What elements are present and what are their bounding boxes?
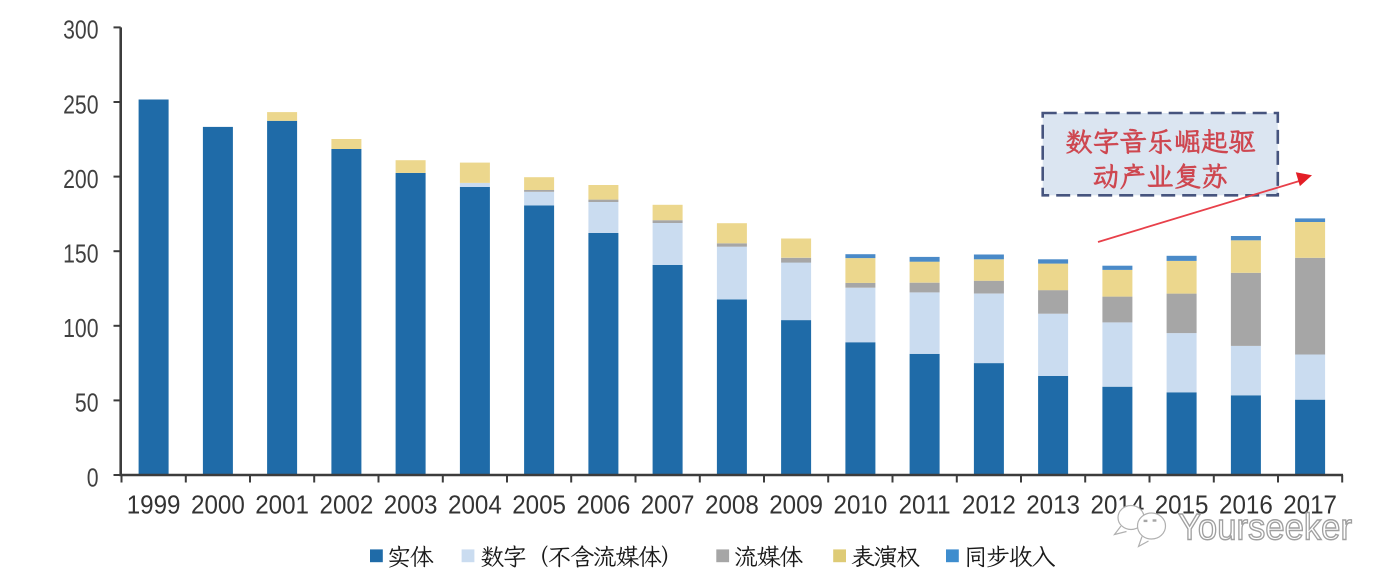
svg-text:2000: 2000 (191, 491, 245, 520)
svg-text:100: 100 (63, 315, 98, 343)
svg-text:1999: 1999 (127, 491, 181, 520)
svg-text:300: 300 (63, 17, 98, 45)
svg-text:2008: 2008 (705, 491, 759, 520)
svg-text:50: 50 (75, 390, 99, 418)
svg-text:2016: 2016 (1219, 491, 1273, 520)
svg-text:2003: 2003 (384, 491, 438, 520)
svg-text:2001: 2001 (255, 491, 309, 520)
svg-text:2009: 2009 (769, 491, 823, 520)
svg-text:2013: 2013 (1026, 491, 1080, 520)
svg-text:2012: 2012 (962, 491, 1016, 520)
svg-text:250: 250 (63, 91, 98, 119)
svg-text:2005: 2005 (512, 491, 566, 520)
svg-text:2006: 2006 (577, 491, 631, 520)
svg-text:2004: 2004 (448, 491, 502, 520)
svg-text:2011: 2011 (899, 491, 951, 520)
svg-text:Yourseeker: Yourseeker (1178, 507, 1352, 548)
svg-text:0: 0 (87, 464, 99, 492)
svg-text:2007: 2007 (641, 491, 695, 520)
svg-text:2010: 2010 (834, 491, 888, 520)
svg-text:2015: 2015 (1155, 491, 1209, 520)
svg-text:2002: 2002 (320, 491, 374, 520)
svg-text:200: 200 (63, 166, 98, 194)
svg-text:2017: 2017 (1283, 491, 1337, 520)
svg-text:150: 150 (63, 241, 98, 269)
